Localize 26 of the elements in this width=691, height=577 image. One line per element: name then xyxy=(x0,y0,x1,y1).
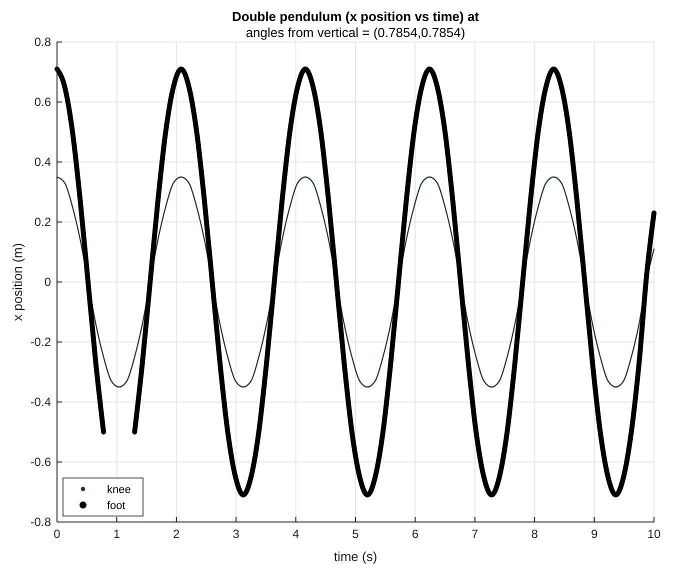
y-tick-label: 0.8 xyxy=(34,35,52,49)
chart-subtitle: angles from vertical = (0.7854,0.7854) xyxy=(246,25,466,40)
y-tick-label: 0.2 xyxy=(34,215,52,229)
y-tick-label: -0.6 xyxy=(30,455,52,469)
y-tick-label: 0 xyxy=(44,275,52,289)
x-axis-title: time (s) xyxy=(334,549,378,564)
x-tick-label: 7 xyxy=(472,527,479,541)
chart-title: Double pendulum (x position vs time) at xyxy=(232,9,480,24)
y-axis-title: x position (m) xyxy=(10,242,25,322)
x-tick-label: 0 xyxy=(54,527,61,541)
legend-label: knee xyxy=(107,484,131,496)
y-tick-label: 0.6 xyxy=(34,95,52,109)
y-tick-label: 0.4 xyxy=(34,155,52,169)
x-tick-label: 8 xyxy=(531,527,538,541)
x-tick-label: 5 xyxy=(352,527,360,541)
y-tick-label: -0.4 xyxy=(30,395,52,409)
x-tick-label: 9 xyxy=(590,527,598,541)
x-tick-label: 10 xyxy=(647,527,661,541)
y-tick-label: -0.2 xyxy=(30,335,52,349)
x-tick-label: 6 xyxy=(412,527,419,541)
x-tick-label: 1 xyxy=(113,527,120,541)
legend-label: foot xyxy=(107,500,126,512)
x-tick-label: 4 xyxy=(292,527,300,541)
x-tick-label: 3 xyxy=(232,527,240,541)
y-tick-label: -0.8 xyxy=(30,515,52,529)
x-tick-label: 2 xyxy=(173,527,180,541)
